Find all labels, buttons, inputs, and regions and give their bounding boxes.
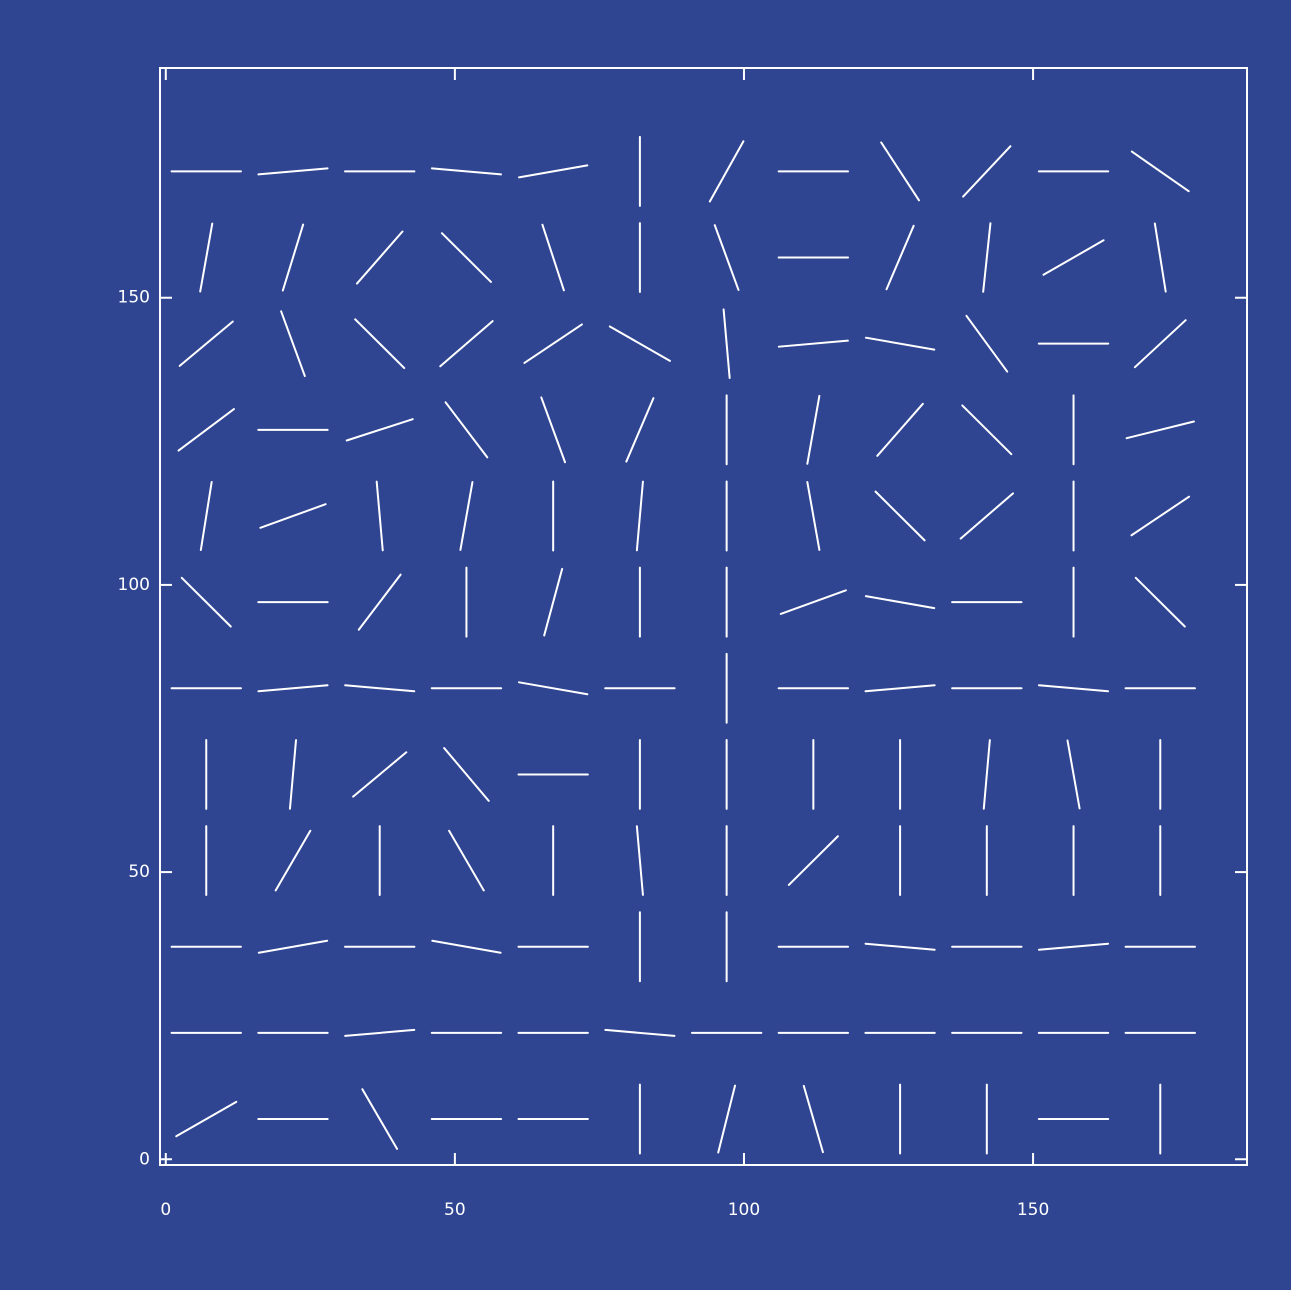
x-tick-label: 50 — [444, 1200, 466, 1220]
vector-segment — [443, 747, 490, 802]
vector-segment — [257, 167, 329, 176]
vector-segment — [540, 396, 567, 464]
x-tick-label: 0 — [160, 1200, 171, 1220]
vector-segment — [518, 681, 589, 696]
vector-segment — [880, 141, 920, 202]
vector-segment — [288, 739, 298, 810]
vector-segment — [354, 318, 406, 370]
vector-segment — [439, 320, 494, 368]
vector-segment — [802, 1084, 824, 1154]
vector-segment — [444, 401, 489, 459]
x-tick-label: 150 — [1017, 1200, 1049, 1220]
vector-segment — [344, 684, 416, 693]
vector-segment — [199, 222, 214, 293]
y-tick-label: 100 — [118, 575, 150, 595]
vector-segment — [864, 942, 936, 951]
vector-segment — [806, 481, 821, 551]
vector-segment — [178, 320, 234, 367]
vector-segment — [345, 418, 414, 442]
vector-segment — [1134, 576, 1186, 628]
vector-segment — [281, 223, 305, 292]
vector-segment — [440, 232, 492, 283]
vector-segment — [1037, 684, 1110, 693]
y-tick-label: 0 — [139, 1149, 150, 1169]
vector-segment — [431, 939, 502, 954]
vector-segment — [625, 397, 655, 463]
vector-segment — [864, 684, 936, 693]
vector-segment — [448, 829, 485, 892]
vector-segment — [1153, 222, 1167, 293]
vector-segment — [180, 576, 232, 628]
vector-segment — [982, 222, 992, 293]
vector-segment — [430, 167, 503, 176]
vector-segment — [280, 310, 306, 378]
vector-segment — [274, 829, 312, 892]
vector-segment — [959, 492, 1014, 540]
vector-segment — [352, 751, 408, 798]
vector-segment — [1066, 739, 1081, 810]
vector-segment — [708, 140, 745, 203]
vector-segment — [717, 1084, 737, 1154]
vector-segment — [459, 481, 474, 551]
vector-segment — [1125, 420, 1195, 440]
vector-segment — [635, 480, 644, 552]
vector-segment — [961, 404, 1013, 456]
vector-segment — [357, 573, 402, 631]
vector-segment — [874, 490, 926, 542]
vector-segment — [608, 325, 671, 362]
vector-segment — [864, 595, 936, 610]
vector-segment — [1130, 495, 1191, 537]
vector-segment — [982, 739, 991, 810]
vector-segment — [806, 394, 821, 465]
vector-segment — [885, 224, 915, 291]
vector-segment — [1042, 239, 1105, 276]
vector-segment — [1130, 150, 1190, 193]
plot-frame — [159, 67, 1248, 1166]
vector-segment — [1133, 319, 1187, 369]
vector-segment — [259, 503, 327, 529]
vector-segment — [375, 480, 384, 552]
x-tick-label: 100 — [728, 1200, 760, 1220]
y-tick-label: 150 — [118, 288, 150, 308]
vector-segment — [1037, 942, 1110, 951]
vector-segment — [257, 684, 329, 693]
vector-segment — [713, 224, 740, 291]
vector-segment — [177, 408, 235, 452]
vector-segment — [523, 323, 583, 364]
vector-segment — [635, 825, 644, 896]
vector-segment — [541, 223, 565, 292]
vector-segment — [604, 1028, 676, 1037]
vector-segment — [876, 402, 924, 457]
vector-segment — [355, 230, 404, 285]
vector-segment — [965, 314, 1009, 373]
vector-segment — [543, 567, 564, 637]
vector-segment — [199, 480, 213, 552]
vector-segment — [361, 1088, 399, 1150]
vector-segment — [777, 339, 849, 348]
vector-segment — [722, 308, 731, 380]
vector-segment — [962, 145, 1012, 198]
vector-segment — [257, 939, 329, 954]
vector-segment — [175, 1100, 238, 1138]
y-tick-label: 50 — [128, 862, 150, 882]
vector-segment — [518, 164, 589, 179]
vector-segment — [864, 336, 936, 351]
vector-segment — [779, 589, 847, 615]
vector-segment — [787, 835, 839, 886]
vector-segment — [344, 1028, 416, 1037]
